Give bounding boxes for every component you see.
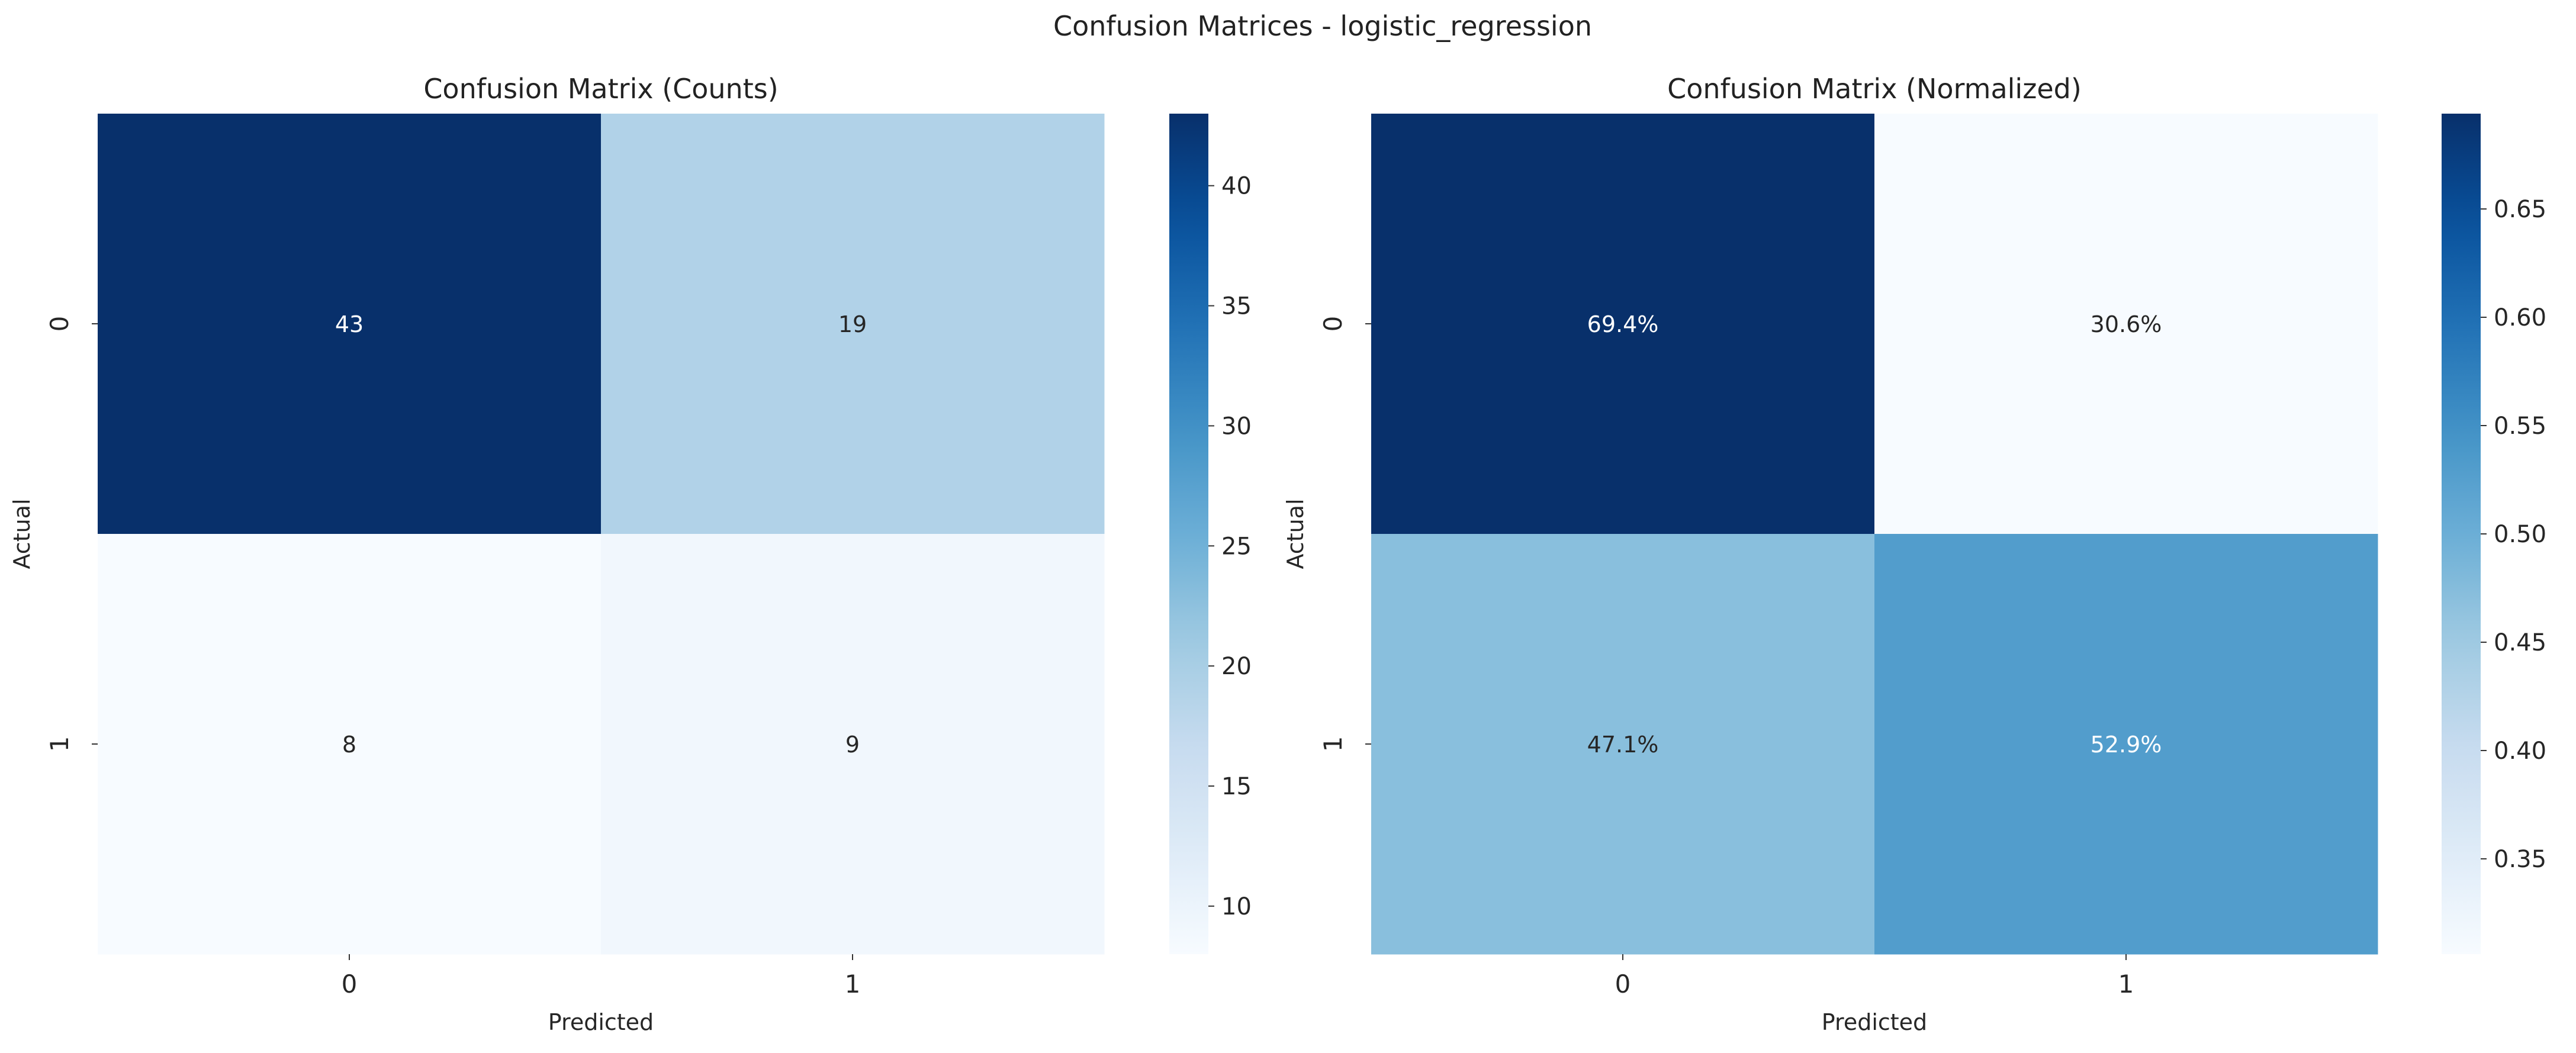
y-tick-label: 0 — [1318, 316, 1348, 332]
cell-label: 8 — [342, 732, 356, 758]
panel-title: Confusion Matrix (Normalized) — [1667, 73, 2082, 105]
figure-suptitle: Confusion Matrices - logistic_regression — [1053, 10, 1592, 42]
y-tick-label: 1 — [45, 736, 74, 752]
colorbar-tick-label: 25 — [1221, 533, 1252, 560]
panel-title: Confusion Matrix (Counts) — [423, 73, 778, 105]
cell-label: 19 — [838, 311, 867, 337]
heatmap-panel-0: Confusion Matrix (Counts) 43 19 8 9 0 1 Predict… — [9, 73, 1252, 1035]
colorbar-tick-label: 0.65 — [2494, 196, 2546, 223]
heatmap-cell-r1-c1 — [1874, 534, 2378, 955]
cell-label: 9 — [845, 732, 860, 758]
x-tick-label: 1 — [2118, 970, 2134, 999]
y-tick-label: 0 — [45, 316, 74, 332]
y-axis-label: Actual — [1282, 498, 1308, 569]
y-tick-label: 1 — [1318, 736, 1348, 752]
cell-label: 52.9% — [2091, 732, 2162, 758]
colorbar-tick-label: 0.40 — [2494, 738, 2546, 765]
colorbar-tick-label: 40 — [1221, 173, 1252, 200]
heatmap-cell-r1-c0 — [98, 534, 602, 955]
heatmap-cell-r1-c1 — [601, 534, 1105, 955]
colorbar-tick-label: 15 — [1221, 773, 1252, 800]
x-axis-label: Predicted — [1822, 1009, 1927, 1035]
x-tick-label: 0 — [1615, 970, 1631, 999]
colorbar — [2442, 114, 2481, 954]
x-axis-label: Predicted — [548, 1009, 654, 1035]
colorbar-tick-label: 0.60 — [2494, 304, 2546, 331]
cell-label: 30.6% — [2091, 311, 2162, 337]
cell-label: 43 — [335, 311, 364, 337]
colorbar-tick-label: 0.35 — [2494, 846, 2546, 873]
cell-label: 69.4% — [1587, 311, 1659, 337]
colorbar-tick-label: 30 — [1221, 413, 1252, 440]
heatmap-cell-r1-c0 — [1371, 534, 1875, 955]
colorbar — [1169, 114, 1208, 954]
y-axis-label: Actual — [9, 498, 35, 569]
heatmap-cell-r0-c0 — [1371, 114, 1875, 534]
x-tick-label: 0 — [342, 970, 358, 999]
heatmap-cell-r0-c0 — [98, 114, 602, 534]
heatmap-cell-r0-c1 — [601, 114, 1105, 534]
colorbar-tick-label: 0.45 — [2494, 629, 2546, 656]
heatmap-cell-r0-c1 — [1874, 114, 2378, 534]
colorbar-tick-label: 0.50 — [2494, 521, 2546, 548]
colorbar-tick-label: 10 — [1221, 893, 1252, 920]
heatmap-panel-1: Confusion Matrix (Normalized) 69.4% 30.6% 4… — [1282, 73, 2546, 1035]
colorbar-tick-label: 35 — [1221, 293, 1252, 320]
x-tick-label: 1 — [845, 970, 861, 999]
cell-label: 47.1% — [1587, 732, 1659, 758]
colorbar-tick-label: 20 — [1221, 653, 1252, 680]
colorbar-tick-label: 0.55 — [2494, 413, 2546, 440]
